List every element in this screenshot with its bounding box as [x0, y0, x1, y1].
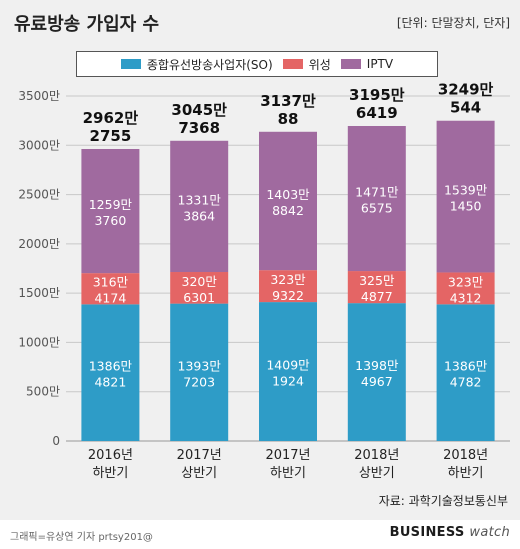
total-label: 2962만 [83, 109, 139, 127]
x-tick-label: 상반기 [181, 466, 217, 481]
segment-label-so: 1386만 [89, 359, 133, 374]
stacked-bar-chart: 0 500만 1000만 1500만 2000만 2500만 3000만 3500만 1386만… [18, 81, 510, 481]
segment-label-so: 1398만 [355, 358, 399, 373]
total-label: 3137만 [260, 92, 316, 110]
segment-label-iptv: 1450 [450, 199, 482, 214]
x-tick-label: 2018년 [443, 448, 488, 463]
y-tick-label: 0 [52, 434, 60, 448]
segment-label-satellite: 323만 [448, 274, 484, 289]
segment-label-iptv: 1403만 [266, 187, 310, 202]
x-tick-label: 2017년 [265, 448, 310, 463]
x-tick-label: 상반기 [359, 466, 395, 481]
segment-label-iptv: 1539만 [444, 183, 488, 198]
bar-iptv [347, 126, 406, 272]
segment-label-satellite: 325만 [359, 273, 395, 288]
segment-label-so: 1924 [272, 374, 304, 389]
graphic-credit: 그래픽=유상연 기자 prtsy201@ [10, 532, 153, 543]
bar-so [259, 302, 317, 441]
segment-label-so: 7203 [183, 374, 215, 389]
x-tick-label: 하반기 [448, 466, 484, 481]
segment-label-iptv: 1471만 [355, 185, 399, 200]
segment-label-satellite: 4174 [94, 291, 126, 306]
total-label: 3249만 [438, 81, 494, 99]
bar-iptv [81, 149, 140, 274]
bar-iptv [259, 131, 317, 271]
segment-label-satellite: 6301 [183, 290, 215, 305]
chart-title: 유료방송 가입자 수 [14, 14, 160, 35]
legend-item-satellite: 위성 [282, 56, 331, 73]
unit-label: [단위: 단말장치, 단자] [396, 16, 510, 30]
y-tick-label: 2000만 [18, 237, 60, 251]
x-tick-label: 하반기 [270, 466, 306, 481]
segment-label-iptv: 8842 [272, 203, 304, 218]
bar-satellite [259, 270, 317, 303]
y-tick-label: 1000만 [18, 335, 60, 349]
total-label: 3045만 [171, 101, 227, 119]
y-tick-label: 3000만 [18, 138, 60, 152]
total-label: 88 [278, 110, 299, 128]
total-label: 2755 [90, 127, 132, 145]
segment-label-iptv: 3864 [183, 208, 215, 223]
y-tick-label: 3500만 [18, 89, 60, 103]
legend-label-iptv: IPTV [366, 57, 394, 71]
source-note: 자료: 과학기술정보통신부 [378, 494, 508, 508]
total-label: 3195만 [349, 86, 405, 104]
segment-label-iptv: 3760 [94, 213, 126, 228]
bar-so [436, 304, 495, 441]
bar-satellite [170, 272, 229, 304]
segment-label-iptv: 1259만 [89, 197, 133, 212]
legend: 종합유선방송사업자(SO) 위성 IPTV [76, 51, 438, 77]
x-tick-label: 하반기 [92, 466, 128, 481]
bar-so [81, 304, 140, 441]
segment-label-satellite: 320만 [182, 274, 218, 289]
y-tick-label: 1500만 [18, 286, 60, 300]
bar-so [347, 303, 406, 441]
total-label: 7368 [178, 119, 220, 137]
legend-label-so: 종합유선방송사업자(SO) [146, 57, 273, 72]
segment-label-iptv: 6575 [361, 201, 393, 216]
brand-main: BUSINESS [389, 525, 465, 540]
legend-swatch-satellite [282, 59, 303, 69]
y-tick-label: 2500만 [18, 188, 60, 202]
segment-label-so: 4967 [361, 374, 393, 389]
x-tick-label: 2018년 [354, 448, 399, 463]
legend-label-satellite: 위성 [308, 57, 331, 72]
x-tick-label: 2017년 [177, 448, 222, 463]
bar-so [170, 303, 229, 441]
segment-label-so: 1409만 [266, 358, 310, 373]
total-label: 544 [450, 99, 481, 117]
segment-label-satellite: 4877 [361, 289, 393, 304]
segment-label-so: 4782 [450, 375, 482, 390]
y-tick-label: 500만 [26, 385, 60, 399]
bar-iptv [170, 140, 229, 273]
segment-label-satellite: 9322 [272, 288, 304, 303]
brand-logo: BUSINESS watch [390, 525, 510, 540]
segment-label-satellite: 4312 [450, 290, 482, 305]
segment-label-satellite: 316만 [93, 275, 129, 290]
segment-label-so: 4821 [94, 375, 126, 390]
legend-item-iptv: IPTV [340, 57, 394, 71]
footer-bar: 그래픽=유상연 기자 prtsy201@ BUSINESS watch [0, 520, 520, 549]
legend-item-so: 종합유선방송사업자(SO) [120, 56, 273, 73]
bar-satellite [81, 273, 140, 305]
x-tick-label: 2016년 [88, 448, 133, 463]
bar-satellite [347, 271, 406, 304]
legend-swatch-iptv [340, 59, 361, 69]
segment-label-iptv: 1331만 [178, 192, 222, 207]
legend-swatch-so [120, 59, 141, 69]
segment-label-so: 1386만 [444, 359, 488, 374]
brand-sub: watch [469, 525, 510, 540]
segment-label-satellite: 323만 [270, 272, 306, 287]
bar-satellite [436, 272, 495, 305]
bar-iptv [436, 120, 495, 273]
total-label: 6419 [356, 104, 398, 122]
segment-label-so: 1393만 [178, 358, 222, 373]
